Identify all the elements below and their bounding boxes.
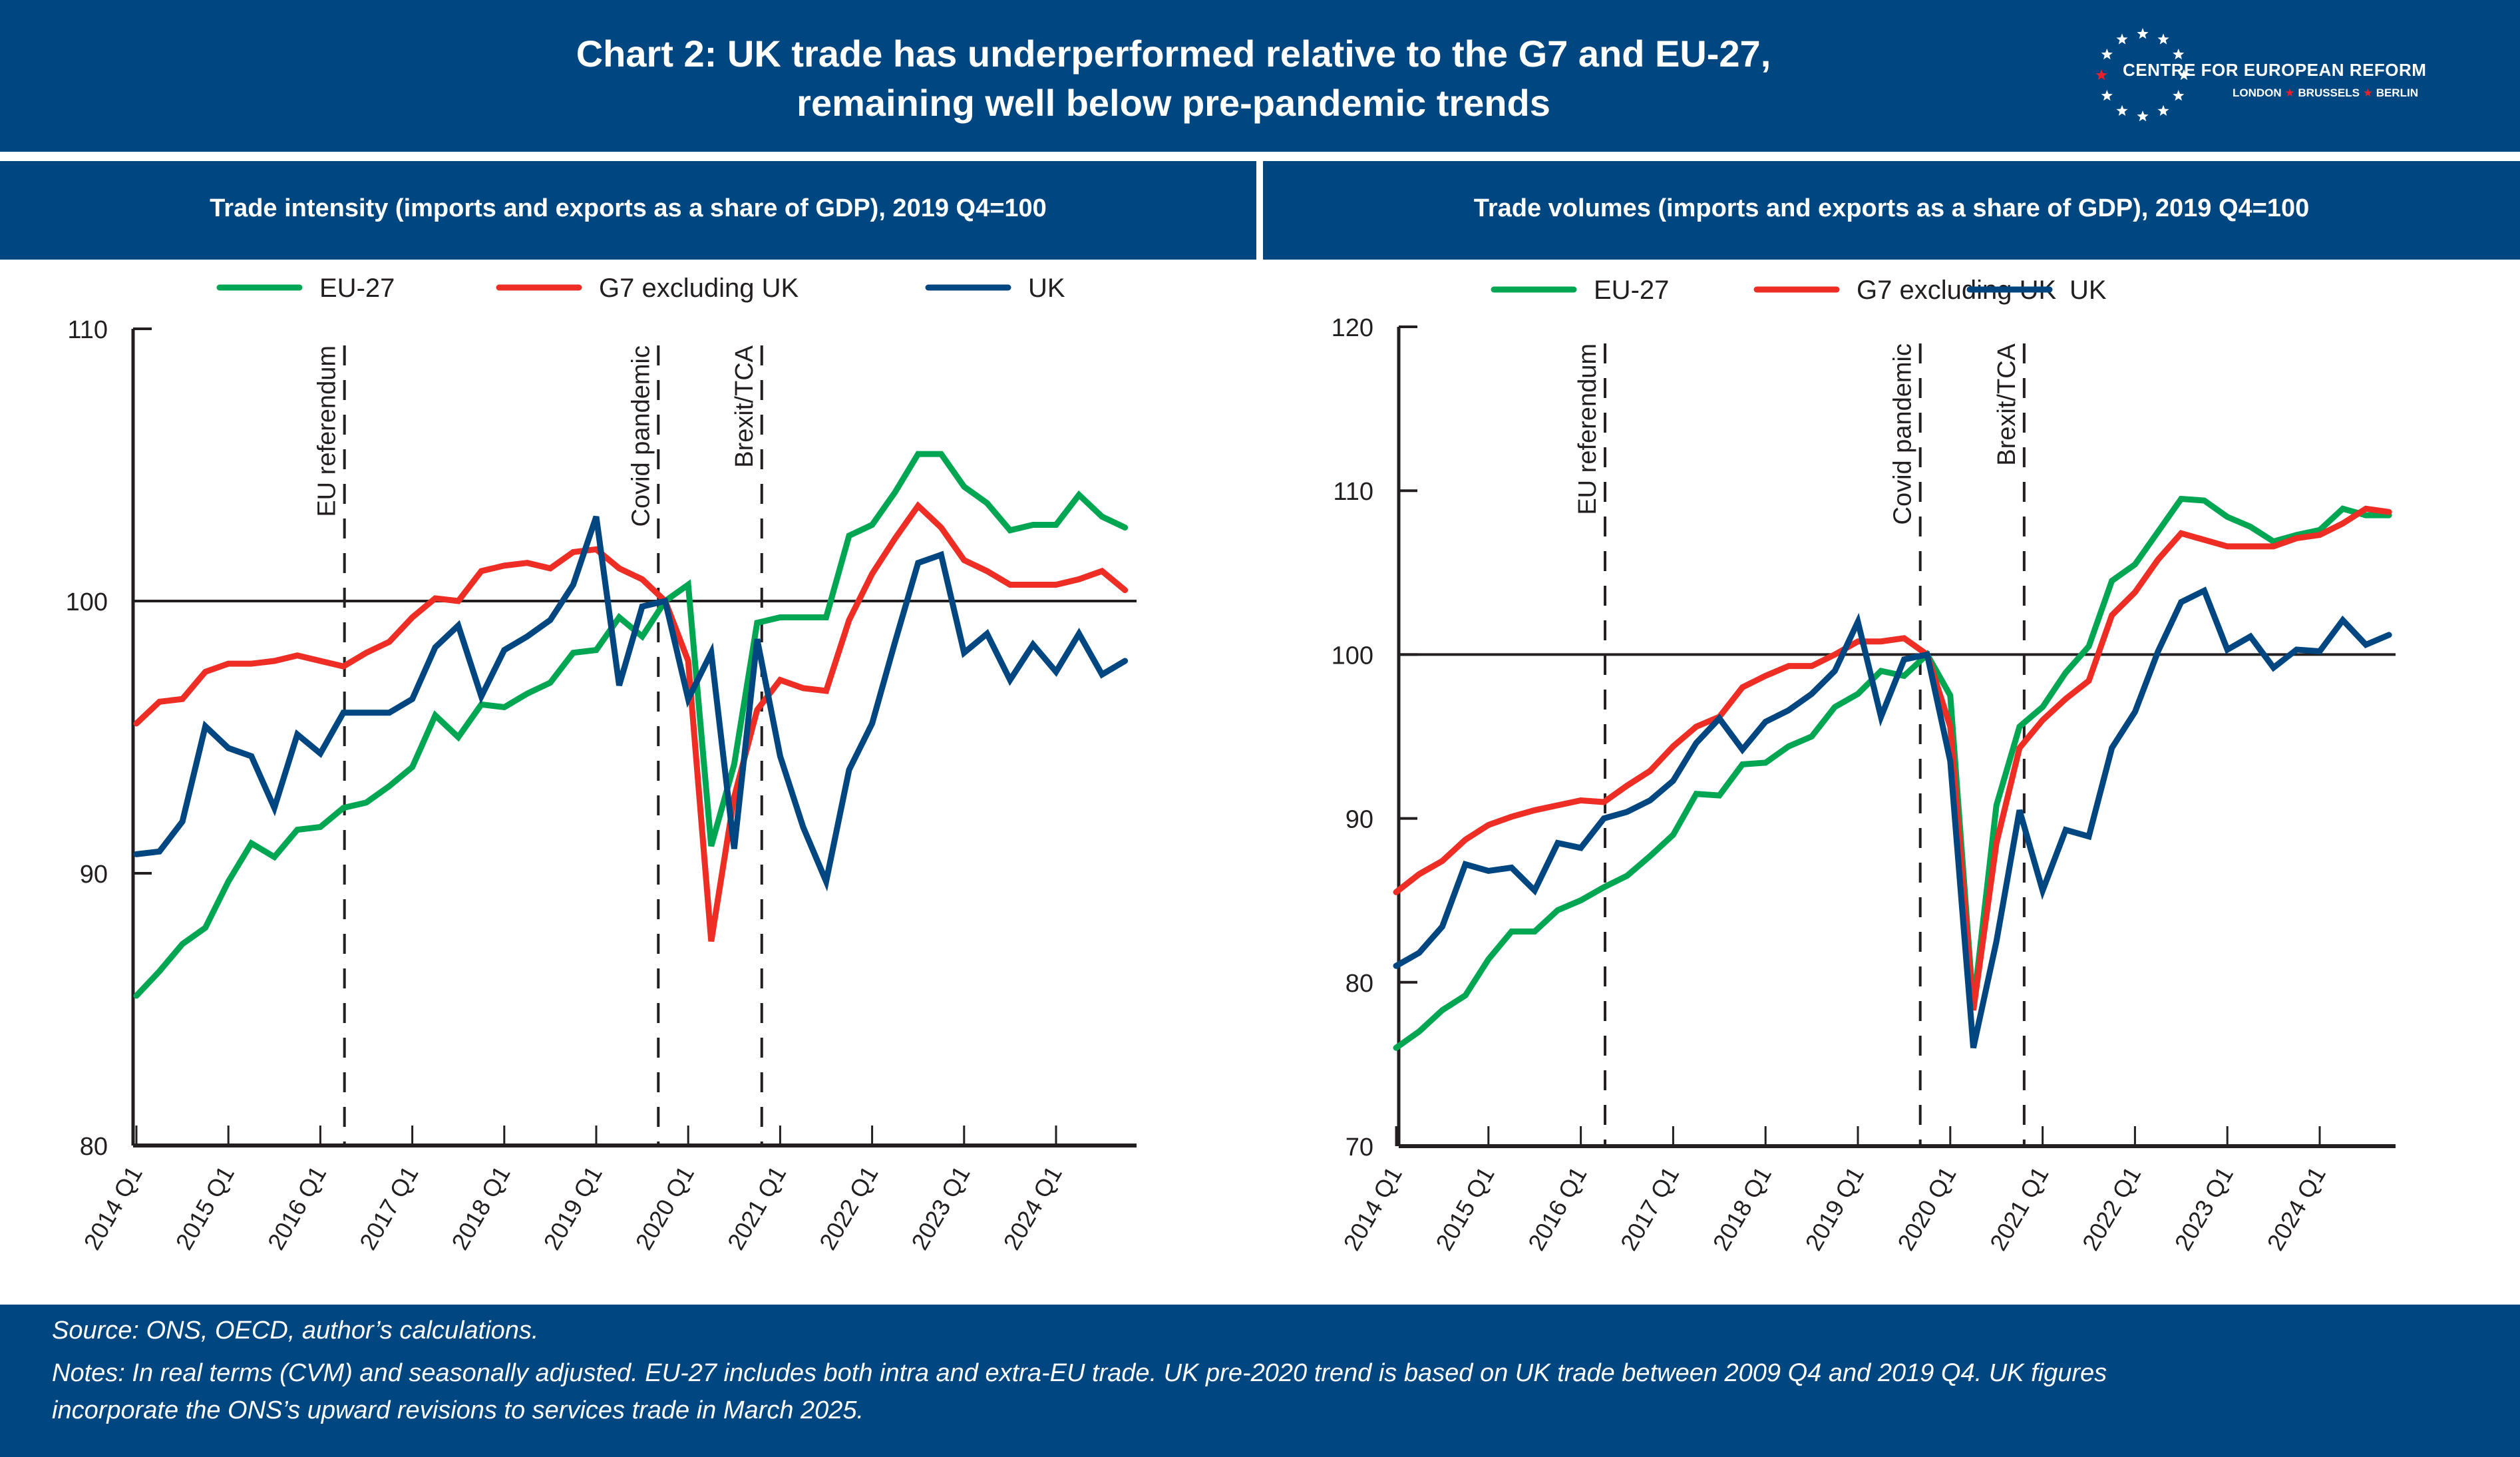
series-line-eu-27 [133,451,1129,999]
series-line-eu-27 [1393,495,2392,1051]
legend-label-0: EU-27 [319,274,395,303]
logo-star [2173,49,2185,60]
logo-city-london: LONDON [2233,87,2282,99]
series-line-uk [1393,586,2392,1049]
y-tick-label: 120 [1332,314,1373,342]
x-tick-label: 2014 Q1 [1338,1162,1407,1255]
trade-volumes-chart: EU-27 G7 excluding UK UK708090100110120201… [1332,276,2396,1255]
y-tick-label: 100 [66,588,108,616]
x-tick-label: 2014 Q1 [78,1161,148,1255]
x-tick-label: 2018 Q1 [446,1161,516,1255]
legend-label-2: UK [2070,276,2107,305]
x-tick-label: 2016 Q1 [262,1161,332,1255]
legend-label-0: EU-27 [1594,276,1669,305]
event-label: EU referendum [313,345,341,517]
y-tick-label: 80 [80,1133,108,1161]
series-line-g7-excluding-uk [1393,505,2392,1011]
footer-notes: Source: ONS, OECD, author’s calculations… [0,1305,2520,1457]
logo-star [2116,33,2128,45]
title-line-2: remaining well below pre-pandemic trends [797,82,1550,124]
logo-star [2101,90,2113,101]
event-label: Covid pandemic [1889,343,1917,524]
x-tick-label: 2024 Q1 [997,1161,1067,1255]
title-line-1: Chart 2: UK trade has underperformed rel… [576,33,1771,75]
legend-label-1: G7 excluding UK [599,274,799,303]
trade-intensity-chart: EU-27 G7 excluding UK UK 80 90 100 110 2014 Q1 2… [66,274,1137,1255]
right-panel-header: Trade volumes (imports and exports as a … [1263,161,2520,260]
notes-line-2: incorporate the ONS’s upward revisions t… [52,1396,864,1424]
series-line-g7-excluding-uk [133,501,1129,942]
logo-star [2157,33,2169,45]
logo-name: CENTRE FOR EUROPEAN REFORM [2123,60,2427,80]
x-tick-label: 2023 Q1 [2169,1162,2239,1255]
source-text: Source: ONS, OECD, author’s calculations… [52,1317,539,1345]
legend-label-2: UK [1028,274,1065,303]
x-tick-label: 2022 Q1 [2077,1162,2147,1255]
y-tick-label: 70 [1346,1134,1373,1161]
x-tick-label: 2016 Q1 [1523,1162,1592,1255]
y-tick-label: 80 [1346,970,1373,998]
x-tick-label: 2017 Q1 [354,1161,424,1255]
x-tick-label: 2019 Q1 [1799,1162,1869,1255]
event-label: Brexit/TCA [1993,343,2021,465]
logo-star [2178,69,2190,81]
series-line-uk [133,515,1129,892]
logo-city-brussels: BRUSSELS [2298,87,2360,99]
chart-main-title: Chart 2: UK trade has underperformed rel… [0,29,2520,128]
y-tick-label: 110 [1333,478,1373,506]
logo-star [2173,90,2185,101]
y-tick-label: 100 [1332,642,1373,670]
x-tick-label: 2020 Q1 [1892,1162,1962,1255]
x-tick-label: 2024 Q1 [2261,1162,2331,1255]
notes-line-1: Notes: In real terms (CVM) and seasonall… [52,1359,2107,1387]
y-tick-label: 110 [67,316,108,344]
event-label: Brexit/TCA [731,345,759,467]
left-chart-title: Trade intensity (imports and exports as … [210,194,1047,222]
left-panel-header: Trade intensity (imports and exports as … [0,161,1256,260]
logo-red-star [2096,69,2107,81]
y-tick-label: 90 [80,861,108,889]
logo-star [2137,110,2149,122]
x-tick-label: 2022 Q1 [814,1161,884,1255]
red-star-icon: ★ [2362,87,2373,99]
x-tick-label: 2018 Q1 [1708,1162,1777,1255]
x-tick-label: 2015 Q1 [1430,1162,1500,1255]
logo-star [2101,49,2113,60]
event-label: EU referendum [1574,343,1602,515]
eu-star-circle-icon [2096,28,2190,122]
logo-star [2157,104,2169,116]
x-tick-label: 2017 Q1 [1615,1162,1685,1255]
logo-city-berlin: BERLIN [2376,87,2418,99]
red-star-icon: ★ [2284,87,2295,99]
right-chart-title: Trade volumes (imports and exports as a … [1473,194,2310,222]
x-tick-label: 2021 Q1 [1984,1162,2054,1255]
x-tick-label: 2020 Q1 [630,1161,700,1255]
x-tick-label: 2019 Q1 [538,1161,608,1255]
event-label: Covid pandemic [627,345,655,526]
logo-star [2116,104,2128,116]
x-tick-label: 2023 Q1 [906,1161,976,1255]
logo-cities: LONDON ★ BRUSSELS ★ BERLIN [2233,87,2418,100]
x-tick-label: 2015 Q1 [170,1161,240,1255]
logo-star [2137,28,2149,39]
x-tick-label: 2021 Q1 [722,1161,792,1255]
y-tick-label: 90 [1346,806,1373,834]
